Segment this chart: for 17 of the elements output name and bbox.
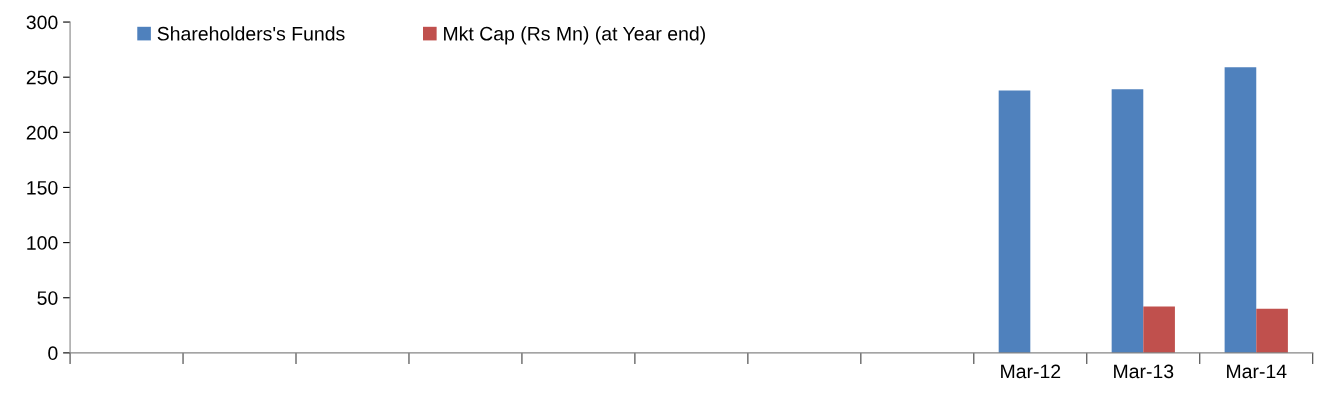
y-tick-label: 250 bbox=[26, 70, 58, 85]
bar bbox=[998, 90, 1031, 353]
x-tick-label: Mar-12 bbox=[1001, 364, 1061, 379]
y-tick-label: 0 bbox=[48, 346, 58, 361]
y-tick-label: 50 bbox=[37, 291, 58, 305]
bar bbox=[1111, 89, 1144, 353]
y-tick-label: 100 bbox=[27, 236, 58, 250]
y-tick-label: 300 bbox=[26, 15, 58, 30]
bar bbox=[1143, 306, 1175, 353]
bar bbox=[1224, 67, 1257, 353]
legend-label: Mkt Cap (Rs Mn) (at Year end) bbox=[444, 26, 705, 45]
bar bbox=[1256, 308, 1288, 353]
y-tick-label: 200 bbox=[26, 125, 58, 140]
y-tick-label: 150 bbox=[27, 180, 58, 195]
x-tick-label: Mar-13 bbox=[1114, 364, 1174, 379]
legend-label: Shareholders's Funds bbox=[157, 26, 345, 41]
x-tick-label: Mar-14 bbox=[1227, 364, 1287, 379]
